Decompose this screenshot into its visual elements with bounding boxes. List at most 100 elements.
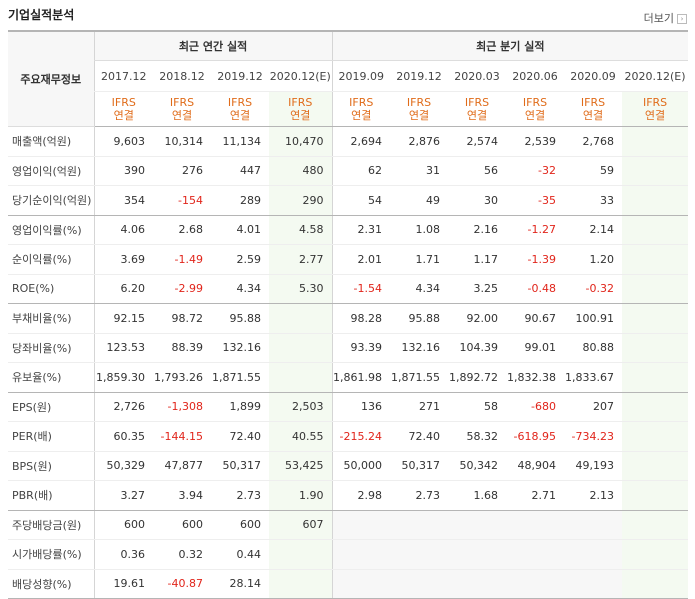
row-label: BPS(원) — [8, 451, 94, 481]
row-label: 당기순이익(억원) — [8, 185, 94, 216]
table-cell — [622, 539, 689, 570]
table-cell — [390, 510, 449, 540]
ifrs-label: IFRS — [288, 96, 313, 109]
table-cell: 2.68 — [153, 215, 211, 245]
table-cell: 3.27 — [93, 480, 153, 511]
more-link[interactable]: 더보기 › — [644, 10, 687, 26]
table-cell — [622, 274, 689, 304]
table-cell — [269, 569, 333, 599]
table-cell: 1.08 — [390, 215, 449, 245]
ifrs-label: IFRS — [642, 96, 668, 109]
consolidated-label: 연결 — [408, 109, 430, 122]
table-cell — [564, 539, 623, 570]
row-label: EPS(원) — [8, 392, 94, 422]
table-cell: 289 — [211, 185, 269, 216]
table-cell: 123.53 — [93, 333, 153, 363]
table-cell: 276 — [153, 156, 211, 186]
table-cell — [448, 510, 507, 540]
consolidated-label: 연결 — [524, 109, 546, 122]
table-cell: -680 — [506, 392, 565, 422]
table-cell: 40.55 — [269, 421, 333, 452]
table-cell: 480 — [269, 156, 333, 186]
table-row: 부채비율(%) 92.15 98.72 95.88 98.28 95.88 92.00 90.… — [8, 303, 689, 334]
table-cell: -1.27 — [506, 215, 565, 245]
table-cell: 3.25 — [448, 274, 507, 304]
period-header: 2020.06 — [506, 60, 565, 92]
table-cell: 2.31 — [331, 215, 391, 245]
ifrs-link[interactable]: IFRS 연결 — [622, 91, 689, 127]
table-cell: 607 — [269, 510, 333, 540]
row-label: 시가배당률(%) — [8, 539, 94, 570]
table-cell: 10,470 — [269, 126, 333, 157]
row-label: 매출액(억원) — [8, 126, 94, 157]
table-cell: 33 — [564, 185, 623, 216]
ifrs-link[interactable]: IFRS 연결 — [211, 91, 269, 127]
table-cell — [331, 569, 391, 599]
table-cell: 60.35 — [93, 421, 153, 452]
table-cell: 1,793.26 — [153, 362, 211, 393]
table-cell — [506, 539, 565, 570]
table-cell: 92.15 — [93, 303, 153, 334]
table-cell: -40.87 — [153, 569, 211, 599]
table-row: 매출액(억원) 9,603 10,314 11,134 10,470 2,694 2,876… — [8, 126, 689, 157]
ifrs-link[interactable]: IFRS 연결 — [153, 91, 211, 127]
table-cell: 50,000 — [331, 451, 391, 481]
table-cell: 50,317 — [390, 451, 449, 481]
panel-header: 기업실적분석 더보기 › — [0, 0, 695, 30]
row-label: PER(배) — [8, 421, 94, 452]
table-cell: 2.98 — [331, 480, 391, 511]
ifrs-link[interactable]: IFRS 연결 — [93, 91, 153, 127]
table-cell: 104.39 — [448, 333, 507, 363]
ifrs-link[interactable]: IFRS 연결 — [448, 91, 507, 127]
table-cell: 4.06 — [93, 215, 153, 245]
ifrs-link[interactable]: IFRS 연결 — [564, 91, 623, 127]
table-cell: 2,574 — [448, 126, 507, 157]
table-cell: 10,314 — [153, 126, 211, 157]
table-cell — [622, 569, 689, 599]
table-cell: 56 — [448, 156, 507, 186]
table-cell: 132.16 — [211, 333, 269, 363]
ifrs-link[interactable]: IFRS 연결 — [390, 91, 449, 127]
table-cell: -154 — [153, 185, 211, 216]
table-cell: 390 — [93, 156, 153, 186]
table-cell: 447 — [211, 156, 269, 186]
table-cell: 92.00 — [448, 303, 507, 334]
table-cell — [448, 539, 507, 570]
ifrs-link[interactable]: IFRS 연결 — [331, 91, 391, 127]
table-cell: 50,329 — [93, 451, 153, 481]
table-cell: 5.30 — [269, 274, 333, 304]
row-label: PBR(배) — [8, 480, 94, 511]
table-cell — [506, 569, 565, 599]
table-cell: 47,877 — [153, 451, 211, 481]
ifrs-header-row: IFRS 연결 IFRS 연결 IFRS 연결 IFRS 연결 IFRS 연결 IFRS 연결 IFRS… — [8, 91, 689, 127]
table-cell: 2,876 — [390, 126, 449, 157]
table-row: 영업이익(억원) 390 276 447 480 62 31 56 -32 59 — [8, 156, 689, 186]
table-cell: 2,694 — [331, 126, 391, 157]
table-cell: 290 — [269, 185, 333, 216]
table-cell: 95.88 — [211, 303, 269, 334]
table-cell: 1,899 — [211, 392, 269, 422]
table-cell: 1,833.67 — [564, 362, 623, 393]
period-header: 2020.03 — [448, 60, 507, 92]
ifrs-label: IFRS — [522, 96, 548, 109]
consolidated-label: 연결 — [171, 109, 193, 122]
table-row: PBR(배) 3.27 3.94 2.73 1.90 2.98 2.73 1.68 2.71 2.… — [8, 480, 689, 511]
table-cell: 600 — [93, 510, 153, 540]
table-cell — [331, 510, 391, 540]
chevron-right-icon: › — [677, 14, 687, 24]
table-cell: 19.61 — [93, 569, 153, 599]
row-label: 영업이익(억원) — [8, 156, 94, 186]
table-cell: 98.28 — [331, 303, 391, 334]
table-cell: 49 — [390, 185, 449, 216]
table-cell — [622, 126, 689, 157]
ifrs-link[interactable]: IFRS 연결 — [269, 91, 333, 127]
table-cell: 4.01 — [211, 215, 269, 245]
table-cell: 62 — [331, 156, 391, 186]
ifrs-link[interactable]: IFRS 연결 — [506, 91, 565, 127]
table-row: 당좌비율(%) 123.53 88.39 132.16 93.39 132.16 104.3… — [8, 333, 689, 363]
ifrs-label: IFRS — [111, 96, 136, 109]
table-cell: -215.24 — [331, 421, 391, 452]
table-cell: 3.94 — [153, 480, 211, 511]
label-column-header: 주요재무정보 — [8, 30, 94, 127]
table-cell: 2.14 — [564, 215, 623, 245]
